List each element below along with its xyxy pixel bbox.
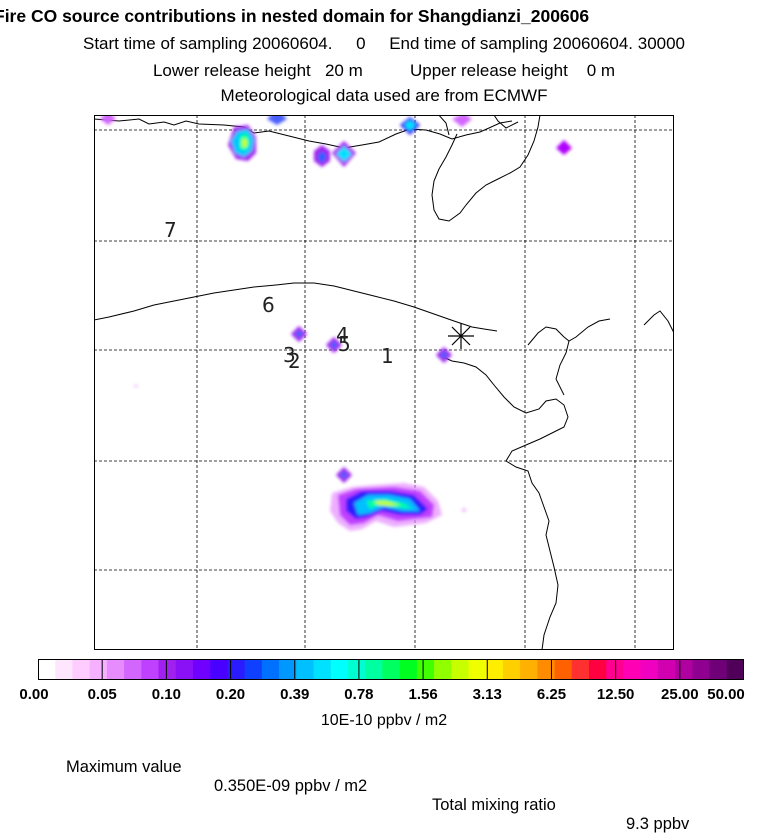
legend-tick-label: 0.20 — [215, 686, 246, 703]
legend-swatch — [175, 659, 194, 680]
legend-swatch — [434, 659, 452, 680]
legend-swatch — [502, 659, 521, 680]
sampling-time-line: Start time of sampling 20060604. 0 End t… — [0, 34, 768, 54]
legend-swatch — [468, 659, 487, 680]
meteorological-data-line: Meteorological data used are from ECMWF — [220, 86, 548, 105]
release-height-line: Lower release height 20 m Upper release … — [0, 61, 768, 81]
legend-swatch — [623, 659, 642, 680]
region-label-3: 3 — [283, 343, 296, 367]
legend-tick-label: 0.05 — [87, 686, 117, 703]
receptor-asterisk-icon — [448, 323, 474, 349]
legend-swatch — [330, 659, 349, 680]
legend-swatch — [520, 659, 538, 680]
start-time-value: 0 — [356, 34, 366, 53]
legend-swatch — [365, 659, 383, 680]
legend-swatch — [399, 659, 418, 680]
legend-swatch — [55, 659, 73, 680]
plot-title: Fire CO source contributions in nested d… — [0, 6, 590, 26]
color-legend — [37, 659, 745, 680]
end-time-label: End time of sampling 20060604. 30000 — [389, 34, 686, 53]
legend-tick-label: 50.00 — [707, 686, 745, 703]
legend-swatch — [313, 659, 332, 680]
map-panel: 7 6 4 5 3 2 1 — [94, 115, 674, 650]
region-label-1: 1 — [381, 344, 394, 368]
legend-tick-label: 0.78 — [344, 686, 374, 703]
legend-swatch — [192, 659, 211, 680]
legend-units: 10E-10 ppbv / m2 — [320, 712, 448, 729]
legend-tick-label: 12.50 — [596, 686, 635, 703]
map-frame — [94, 115, 674, 650]
legend-tick-label: 0.39 — [280, 686, 310, 703]
legend-swatch — [537, 659, 556, 680]
legend-swatch — [261, 659, 280, 680]
legend-swatch — [451, 659, 469, 680]
map-canvas: 7 6 4 5 3 2 1 — [94, 115, 674, 650]
summary-footer: Maximum value 0.350E-09 ppbv / m2 Total … — [0, 739, 768, 834]
upper-release-label: Upper release height — [409, 61, 568, 80]
total-mixing-value: 9.3 ppbv — [626, 815, 690, 833]
start-time-label: Start time of sampling 20060604. — [82, 34, 333, 53]
legend-swatch — [210, 659, 228, 680]
legend-swatch — [244, 659, 263, 680]
legend-swatch — [675, 659, 693, 680]
legend-swatch — [124, 659, 142, 680]
legend-swatch — [279, 659, 297, 680]
legend-swatch — [158, 659, 177, 680]
legend-tick-label: 0.00 — [19, 686, 49, 703]
lower-release-value: 20 m — [324, 61, 363, 80]
legend-swatch — [571, 659, 590, 680]
legend-frame — [38, 659, 744, 680]
lower-release-label: Lower release height — [152, 61, 311, 80]
coastline-borders — [94, 115, 674, 650]
legend-tick-label: 25.00 — [661, 686, 699, 703]
legend-swatch — [382, 659, 401, 680]
region-label-6: 6 — [262, 293, 275, 317]
legend-swatch — [296, 659, 315, 680]
total-mixing-label: Total mixing ratio — [432, 796, 556, 814]
region-label-5: 5 — [338, 332, 351, 356]
legend-swatch — [416, 659, 435, 680]
graticule — [94, 115, 674, 650]
legend-swatch — [347, 659, 366, 680]
legend-swatch — [227, 659, 246, 680]
legend-swatch — [726, 659, 745, 680]
legend-swatch — [606, 659, 624, 680]
legend-swatch — [709, 659, 728, 680]
legend-swatch — [38, 659, 56, 680]
legend-swatch — [692, 659, 711, 680]
region-label-2: 2 — [288, 349, 301, 373]
legend-swatch — [141, 659, 160, 680]
legend-swatch — [106, 659, 125, 680]
legend-swatch — [89, 659, 108, 680]
legend-swatch — [554, 659, 573, 680]
max-value: 0.350E-09 ppbv / m2 — [214, 777, 368, 795]
legend-tick-label: 0.10 — [151, 686, 181, 703]
region-labels: 7 6 4 5 3 2 1 — [164, 218, 394, 373]
upper-release-value: 0 m — [586, 61, 616, 80]
legend-tick-label: 6.25 — [536, 686, 567, 703]
legend-swatch — [72, 659, 91, 680]
region-label-4: 4 — [336, 323, 349, 347]
legend-swatch — [640, 659, 659, 680]
legend-tick-label: 1.56 — [408, 686, 438, 703]
legend-colorbar — [37, 659, 745, 680]
concentration-field — [100, 115, 572, 531]
legend-swatch — [485, 659, 504, 680]
legend-swatch — [589, 659, 607, 680]
legend-swatch — [657, 659, 676, 680]
legend-tick-label: 3.13 — [472, 686, 502, 703]
region-label-7: 7 — [164, 218, 177, 242]
